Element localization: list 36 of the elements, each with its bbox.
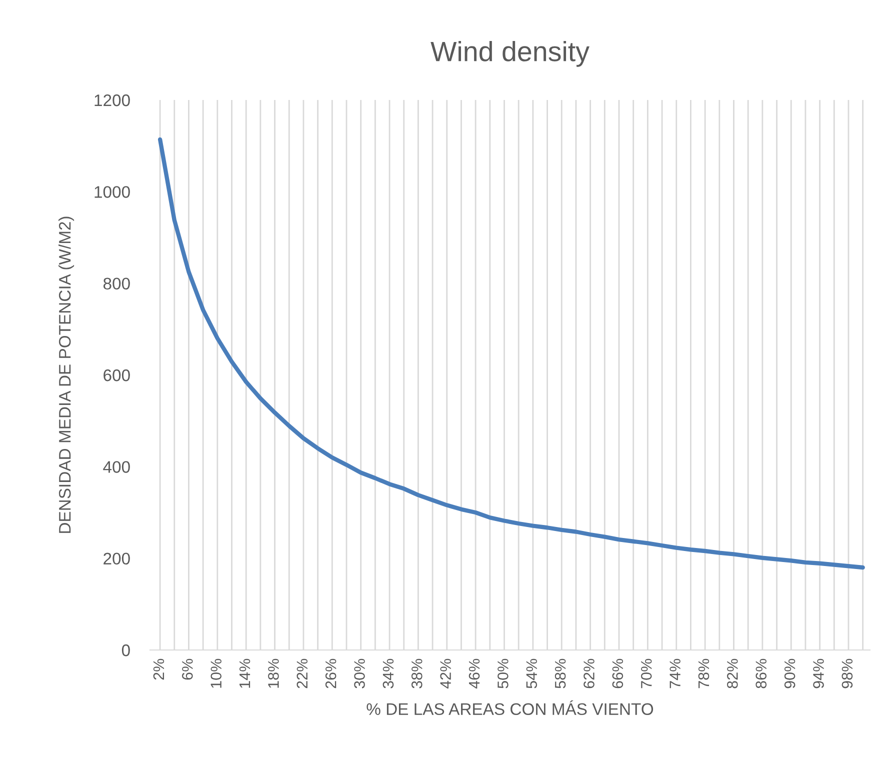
x-tick-label: 54% bbox=[526, 658, 538, 688]
x-tick-label: 42% bbox=[440, 658, 451, 689]
y-tick-label: 600 bbox=[104, 369, 130, 382]
x-tick-label: 66% bbox=[612, 658, 624, 688]
x-tick-label: 82% bbox=[727, 658, 738, 688]
x-tick-label: 58% bbox=[554, 658, 566, 688]
y-tick-label: 800 bbox=[103, 278, 130, 290]
y-tick-label: 1000 bbox=[94, 186, 130, 198]
x-tick-label: 74% bbox=[670, 658, 680, 688]
x-tick-label: 38% bbox=[411, 658, 422, 688]
x-tick-label: 94% bbox=[813, 658, 824, 688]
x-tick-label: 14% bbox=[239, 658, 250, 688]
x-tick-label: 98% bbox=[842, 658, 853, 688]
x-tick-label: 34% bbox=[382, 658, 394, 688]
x-tick-label: 86% bbox=[756, 658, 767, 688]
x-tick-label: 18% bbox=[268, 658, 279, 688]
x-axis-title: % DE LAS AREAS CON MÁS VIENTO bbox=[366, 700, 654, 716]
y-tick-label: 200 bbox=[104, 552, 130, 565]
line-series bbox=[158, 137, 865, 570]
x-tick-label: 30% bbox=[354, 658, 365, 688]
x-tick-label: 22% bbox=[296, 658, 308, 688]
x-tick-label: 70% bbox=[640, 658, 652, 688]
x-tick-label: 6% bbox=[182, 658, 193, 680]
y-tick-label: 0 bbox=[122, 644, 130, 656]
x-tick-label: 26% bbox=[325, 658, 336, 688]
y-tick-label: 400 bbox=[103, 461, 130, 473]
x-tick-label: 50% bbox=[498, 658, 508, 688]
x-tick-label: 46% bbox=[468, 658, 480, 689]
y-tick-label: 1200 bbox=[94, 94, 130, 106]
x-tick-label: 10% bbox=[210, 658, 222, 688]
y-axis-title: DENSIDAD MEDIA DE POTENCIA (W/M2) bbox=[58, 216, 74, 533]
x-tick-label: 62% bbox=[584, 658, 594, 688]
chart-title: Wind density bbox=[430, 40, 590, 67]
x-tick-label: 2% bbox=[153, 658, 164, 680]
x-tick-label: 78% bbox=[698, 658, 710, 688]
x-tick-label: 90% bbox=[784, 658, 796, 688]
